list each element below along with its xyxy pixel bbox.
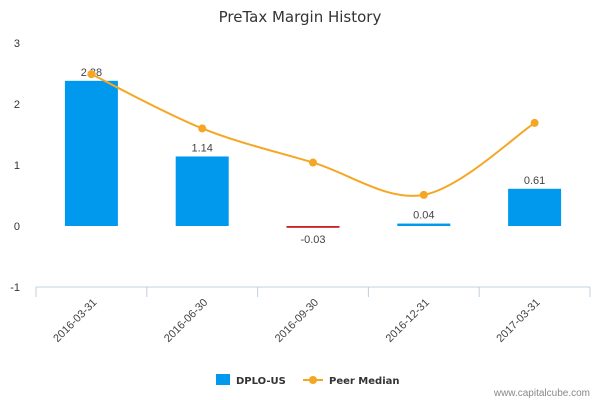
x-tick-label: 2016-09-30: [273, 297, 321, 345]
bar-2016-09-30: [286, 226, 340, 228]
x-tick-label: 2016-06-30: [162, 297, 210, 345]
x-tick-label: 2016-12-31: [384, 297, 432, 345]
peer-median-point-2016-03-31: [87, 70, 96, 79]
chart-title: PreTax Margin History: [219, 8, 382, 26]
legend-swatch-peer-marker: [309, 376, 317, 384]
credit-text: www.capitalcube.com: [493, 388, 590, 399]
bar-data-label: 0.61: [524, 175, 545, 187]
peer-median-point-2016-09-30: [309, 158, 317, 167]
x-axis: 2016-03-31 2016-06-30 2016-09-30 2016-12-31…: [35, 286, 591, 345]
bar-2016-03-31: [64, 80, 118, 226]
bar-2017-03-31: [508, 188, 562, 226]
bar-data-label: 1.14: [191, 142, 212, 154]
x-tick-label: 2016-03-31: [51, 297, 99, 345]
peer-median-point-2016-06-30: [198, 124, 207, 133]
legend-swatch-dplo: [216, 374, 230, 385]
peer-median-point-2016-12-31: [419, 190, 428, 199]
y-tick-label: 1: [14, 160, 20, 172]
legend-label-dplo: DPLO-US: [236, 376, 286, 387]
y-tick-label: 2: [14, 99, 20, 111]
bar-data-label: -0.03: [300, 234, 325, 246]
peer-median-point-2017-03-31: [530, 118, 539, 127]
bar-series: [64, 80, 562, 228]
bar-2016-06-30: [175, 156, 229, 226]
bar-2016-12-31: [397, 223, 451, 226]
bar-data-label: 0.04: [413, 210, 434, 222]
y-axis: 3 2 1 0 -1: [10, 38, 20, 294]
y-tick-label: 3: [14, 38, 20, 50]
bar-data-labels: 2.381.14-0.030.040.61: [81, 67, 546, 246]
legend: DPLO-US Peer Median: [216, 374, 400, 387]
legend-label-peer: Peer Median: [329, 376, 400, 387]
peer-median-line: [90, 73, 536, 197]
peer-median-series: [87, 70, 539, 199]
x-tick-label: 2017-03-31: [494, 297, 542, 345]
y-tick-label: -1: [10, 282, 20, 294]
y-tick-label: 0: [14, 221, 20, 233]
